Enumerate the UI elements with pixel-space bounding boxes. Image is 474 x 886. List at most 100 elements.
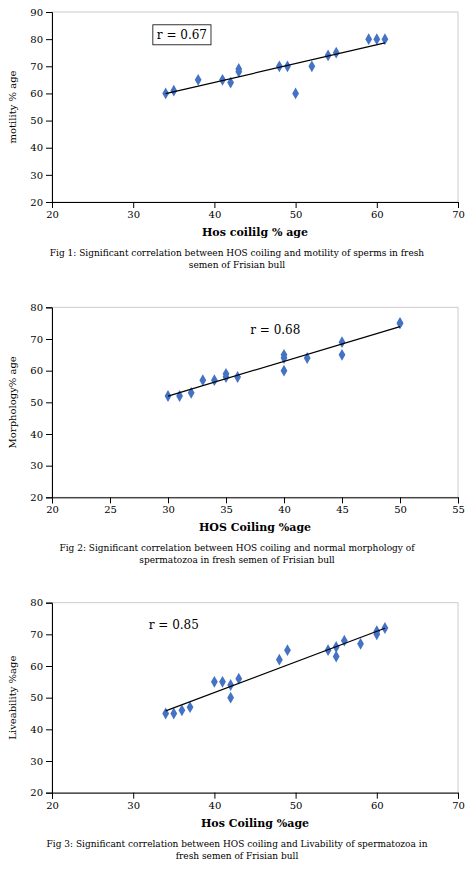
x-tick-label: 40 <box>278 504 291 515</box>
x-tick-label: 70 <box>452 800 465 811</box>
y-tick-label: 70 <box>30 334 43 345</box>
y-tick: 50 <box>30 692 52 703</box>
point <box>195 74 202 86</box>
trend-line <box>166 628 385 711</box>
y-tick-mark <box>46 339 52 340</box>
x-axis-line <box>53 793 459 799</box>
x-axis-label: HOS Coiling %age <box>199 521 311 534</box>
x-tick-mark <box>226 497 227 503</box>
y-tick-label: 60 <box>30 88 43 99</box>
x-tick: 40 <box>209 202 222 220</box>
x-tick: 50 <box>290 793 303 811</box>
y-tick-mark <box>46 497 52 498</box>
x-axis: 203040506070 <box>46 202 465 220</box>
x-tick-label: 20 <box>46 800 59 811</box>
y-tick-label: 60 <box>30 365 43 376</box>
x-tick-mark <box>400 497 401 503</box>
annotation: r = 0.68 <box>250 323 300 337</box>
plot-frame <box>52 12 458 202</box>
y-tick: 80 <box>30 34 52 45</box>
annotation: r = 0.67 <box>153 25 211 45</box>
x-tick-label: 30 <box>127 800 140 811</box>
y-tick: 70 <box>30 629 52 640</box>
point <box>281 365 288 377</box>
caption-line: Fig 1: Significant correlation between H… <box>50 248 425 258</box>
x-tick: 20 <box>46 497 59 515</box>
x-tick-label: 20 <box>46 209 59 220</box>
y-tick-mark <box>46 307 52 308</box>
y-tick-label: 20 <box>30 197 43 208</box>
x-tick: 20 <box>46 202 59 220</box>
y-tick-label: 60 <box>30 661 43 672</box>
y-tick-label: 20 <box>30 787 43 798</box>
y-tick-label: 70 <box>30 61 43 72</box>
y-tick: 30 <box>30 460 52 471</box>
y-tick-mark <box>46 434 52 435</box>
x-tick-label: 40 <box>209 800 222 811</box>
point <box>211 676 218 688</box>
x-tick-mark <box>342 497 343 503</box>
y-tick-mark <box>46 39 52 40</box>
point <box>170 708 177 720</box>
x-tick-label: 25 <box>104 504 117 515</box>
y-tick: 50 <box>30 397 52 408</box>
y-tick-label: 40 <box>30 724 43 735</box>
x-tick: 50 <box>394 497 407 515</box>
x-tick: 45 <box>336 497 349 515</box>
y-tick-label: 50 <box>30 115 43 126</box>
y-tick-label: 70 <box>30 629 43 640</box>
y-tick-label: 20 <box>30 492 43 503</box>
x-tick: 30 <box>127 202 140 220</box>
y-tick-mark <box>46 66 52 67</box>
y-tick: 40 <box>30 724 52 735</box>
y-tick-label: 50 <box>30 692 43 703</box>
caption-line: Fig 3: Significant correlation between H… <box>47 839 428 849</box>
annotation-box <box>153 25 211 45</box>
x-tick-mark <box>133 202 134 208</box>
y-tick-mark <box>46 793 52 794</box>
y-tick: 20 <box>30 197 52 208</box>
annotation: r = 0.85 <box>149 618 199 632</box>
x-tick-mark <box>214 202 215 208</box>
x-tick: 20 <box>46 793 59 811</box>
y-tick-mark <box>46 202 52 203</box>
y-tick: 80 <box>30 302 52 313</box>
caption: Fig 1: Significant correlation between H… <box>50 248 425 270</box>
caption: Fig 3: Significant correlation between H… <box>47 839 428 861</box>
caption-line: fresh semen of Frisian bull <box>176 851 299 861</box>
caption: Fig 2: Significant correlation between H… <box>59 543 415 565</box>
figure: 2030405060702030405060708090Hos coililg … <box>0 0 474 886</box>
point <box>219 676 226 688</box>
point <box>276 654 283 666</box>
x-tick-mark <box>458 793 459 799</box>
x-tick: 50 <box>290 202 303 220</box>
x-tick-label: 35 <box>220 504 233 515</box>
y-axis-line <box>46 308 53 498</box>
y-tick-mark <box>46 698 52 699</box>
y-tick: 60 <box>30 365 52 376</box>
y-tick-label: 30 <box>30 756 43 767</box>
x-tick-mark <box>377 793 378 799</box>
point <box>382 622 389 634</box>
y-axis-line <box>46 13 53 203</box>
y-tick-mark <box>46 729 52 730</box>
y-tick-label: 30 <box>30 170 43 181</box>
y-tick: 30 <box>30 756 52 767</box>
y-tick-mark <box>46 466 52 467</box>
point <box>333 47 340 59</box>
annotation-text: r = 0.67 <box>157 28 207 42</box>
y-tick-mark <box>46 121 52 122</box>
y-tick: 70 <box>30 61 52 72</box>
y-axis-label: Liveability %age <box>7 656 18 740</box>
y-tick: 60 <box>30 88 52 99</box>
point <box>235 63 242 75</box>
point <box>308 60 315 72</box>
x-axis-line <box>53 498 459 504</box>
caption-line: semen of Frisian bull <box>189 260 285 270</box>
y-tick-mark <box>46 371 52 372</box>
y-tick-label: 80 <box>30 34 43 45</box>
x-tick-label: 50 <box>290 209 303 220</box>
marks <box>165 317 404 402</box>
x-tick: 70 <box>452 793 465 811</box>
plot-frame <box>52 307 458 497</box>
